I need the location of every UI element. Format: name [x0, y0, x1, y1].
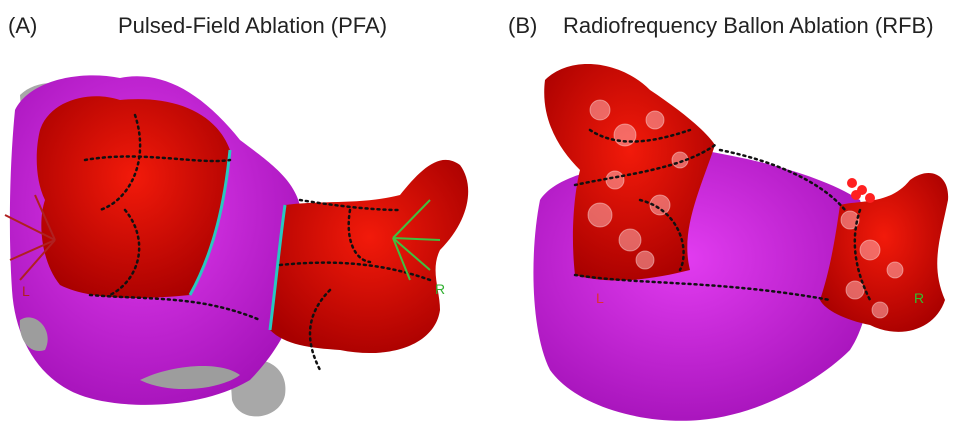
marker-label: R: [435, 281, 445, 297]
panel-title: Radiofrequency Ballon Ablation (RFB): [563, 13, 934, 38]
figure: (A) Pulsed-Field Ablation (PFA) L R (B) …: [0, 0, 965, 427]
red-ablated-right: [270, 160, 468, 353]
marker-label: R: [914, 290, 924, 306]
panel-a: (A) Pulsed-Field Ablation (PFA) L R: [5, 13, 468, 416]
panel-title: Pulsed-Field Ablation (PFA): [118, 13, 387, 38]
marker-label: L: [22, 283, 30, 299]
panel-letter: (B): [508, 13, 537, 38]
panel-b: (B) Radiofrequency Ballon Ablation (RFB)…: [508, 13, 948, 421]
panel-letter: (A): [8, 13, 37, 38]
red-ablated-left: [37, 96, 230, 298]
marker-label: L: [596, 290, 604, 306]
